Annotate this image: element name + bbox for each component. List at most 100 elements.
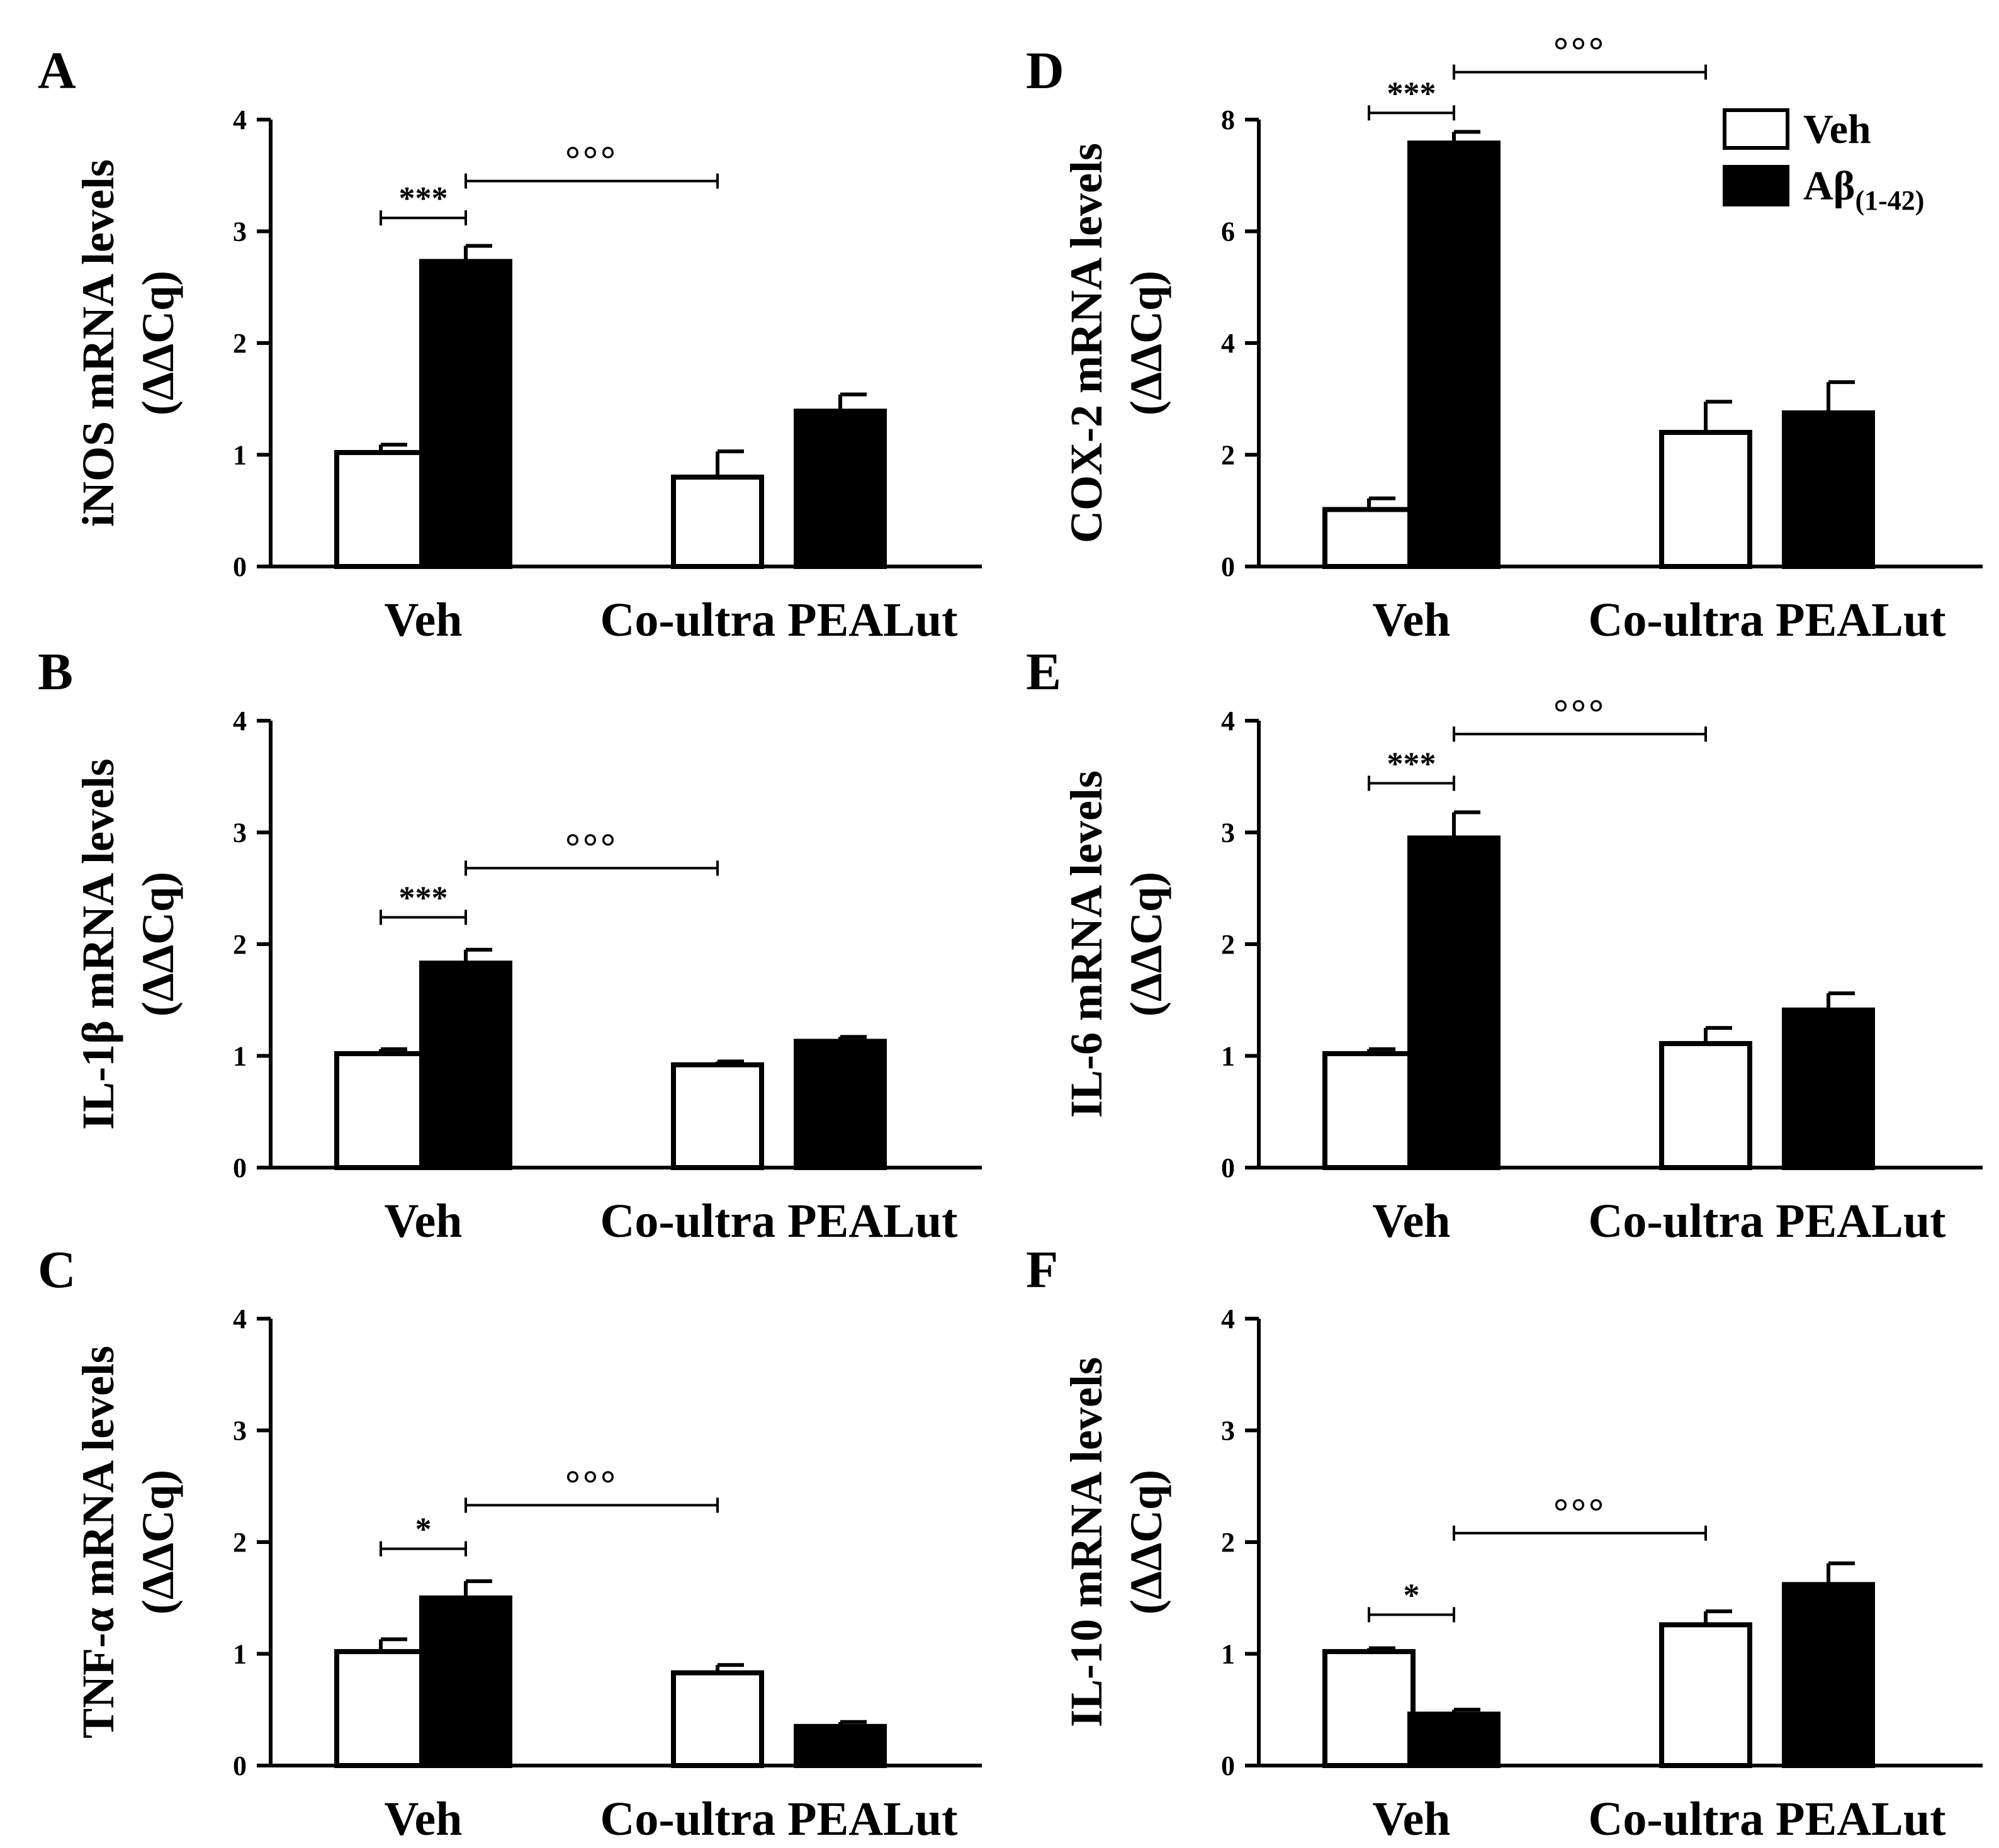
panel-b-bar-abeta-1 <box>419 961 512 1171</box>
panel-d-ytick-label: 6 <box>1221 217 1235 247</box>
panel-e-ytick-label: 2 <box>1221 929 1235 960</box>
panel-b-ytick-label: 0 <box>233 1152 247 1183</box>
panel-f-significance-label: °°° <box>1553 1491 1606 1533</box>
panel-f-bar-abeta-2 <box>1782 1582 1875 1768</box>
panel-c-significance-label: * <box>415 1512 432 1548</box>
panel-c-ytick-label: 3 <box>233 1416 247 1446</box>
panel-c-ylabel-unit: (ΔΔCq) <box>133 1470 183 1614</box>
panel-c-significance-label: °°° <box>565 1463 618 1504</box>
panel-c-ylabel: TNF-α mRNA levels <box>73 1346 123 1738</box>
panel-c-ytick-label: 4 <box>233 1304 247 1334</box>
panel-f-ytick-label: 3 <box>1221 1416 1235 1446</box>
panel-e-significance-label: *** <box>1387 746 1436 782</box>
panel-a-ytick-label: 3 <box>233 217 247 247</box>
panel-d-ylabel: COX-2 mRNA levels <box>1061 143 1112 543</box>
legend-label-veh: Veh <box>1803 106 1871 152</box>
panel-f-bar-veh-2 <box>1659 1622 1752 1769</box>
panel-c-xlabel-group-1: Veh <box>385 1793 463 1845</box>
panel-e-bar-abeta-2 <box>1782 1007 1875 1170</box>
panel-e-bar-veh-2 <box>1659 1040 1752 1170</box>
panel-d-bar-veh-2 <box>1659 430 1752 569</box>
panel-d-bar-veh-1 <box>1322 507 1416 569</box>
panel-e-letter: E <box>1026 643 1061 701</box>
panel-d-xlabel-group-2: Co-ultra PEALut <box>1589 594 1946 646</box>
panel-e-ytick-label: 0 <box>1221 1152 1235 1183</box>
panel-b-ytick-label: 3 <box>233 818 247 848</box>
panel-a-ylabel-unit: (ΔΔCq) <box>133 271 183 415</box>
panel-c-bar-abeta-1 <box>419 1595 512 1768</box>
panel-a-ytick-label: 0 <box>233 551 247 582</box>
panel-d-xlabel-group-1: Veh <box>1373 594 1451 646</box>
panel-c-ytick-label: 0 <box>233 1750 247 1781</box>
panel-a-ytick-label: 2 <box>233 328 247 359</box>
panel-e-xlabel-group-1: Veh <box>1373 1195 1451 1248</box>
panel-e-ylabel: IL-6 mRNA levels <box>1061 770 1112 1118</box>
panel-f-ytick-label: 2 <box>1221 1527 1235 1558</box>
panel-f-letter: F <box>1026 1241 1058 1299</box>
panel-a-bar-veh-2 <box>671 475 764 569</box>
panel-b-ylabel: IL-1β mRNA levels <box>73 758 123 1130</box>
panel-e-xlabel-group-2: Co-ultra PEALut <box>1589 1195 1946 1248</box>
panel-e-ytick-label: 1 <box>1221 1041 1235 1072</box>
panel-e-bar-veh-1 <box>1322 1051 1416 1170</box>
legend-swatch-abeta <box>1723 165 1789 206</box>
panel-e-ylabel-unit: (ΔΔCq) <box>1121 872 1171 1017</box>
panel-b-ytick-label: 1 <box>233 1041 247 1072</box>
panel-e-ytick-label: 3 <box>1221 818 1235 848</box>
panel-d-bar-abeta-2 <box>1782 410 1875 569</box>
panel-a-bar-abeta-2 <box>794 408 887 570</box>
panel-c-bar-abeta-2 <box>794 1723 887 1768</box>
panel-b-bar-veh-1 <box>334 1051 427 1170</box>
panel-f-significance-label: * <box>1404 1577 1420 1613</box>
panel-b-letter: B <box>38 643 73 701</box>
panel-d-ytick-label: 2 <box>1221 440 1235 471</box>
panel-d-ylabel-unit: (ΔΔCq) <box>1121 271 1171 415</box>
panel-d-significance-label: °°° <box>1553 30 1606 72</box>
panel-c-ytick-label: 1 <box>233 1639 247 1670</box>
legend-swatch-veh <box>1723 108 1789 150</box>
panel-a-letter: A <box>38 42 76 100</box>
panel-b-xlabel-group-2: Co-ultra PEALut <box>600 1195 958 1248</box>
panel-a-ytick-label: 4 <box>233 104 247 135</box>
panel-b-significance-label: °°° <box>565 826 618 867</box>
panel-d-ytick-label: 8 <box>1221 104 1235 135</box>
panel-a-ylabel: iNOS mRNA levels <box>73 159 123 527</box>
panel-c-bar-veh-1 <box>334 1648 427 1768</box>
panel-c-bar-veh-2 <box>671 1670 764 1769</box>
panel-b-xlabel-group-1: Veh <box>385 1195 463 1248</box>
panel-f-xlabel-group-1: Veh <box>1373 1793 1451 1845</box>
panel-a-xlabel-group-2: Co-ultra PEALut <box>600 594 958 646</box>
panel-f-ylabel: IL-10 mRNA levels <box>1061 1357 1112 1727</box>
panel-f-ytick-label: 0 <box>1221 1750 1235 1781</box>
panel-c-letter: C <box>38 1241 76 1299</box>
panel-e-bar-abeta-1 <box>1407 835 1501 1170</box>
panel-c-xlabel-group-2: Co-ultra PEALut <box>600 1793 958 1845</box>
panel-a-significance-label: *** <box>399 181 448 217</box>
panel-f-ylabel-unit: (ΔΔCq) <box>1121 1470 1171 1614</box>
panel-d-ytick-label: 0 <box>1221 551 1235 582</box>
panel-c-ytick-label: 2 <box>233 1527 247 1558</box>
panel-b-bar-abeta-2 <box>794 1039 887 1171</box>
panel-e-significance-label: °°° <box>1553 692 1606 733</box>
panel-d-significance-label: *** <box>1387 76 1436 111</box>
panel-a-xlabel-group-1: Veh <box>385 594 463 646</box>
panel-f-bar-abeta-1 <box>1407 1711 1501 1769</box>
panel-f-ytick-label: 4 <box>1221 1304 1235 1334</box>
panel-a-bar-abeta-1 <box>419 259 512 569</box>
panel-b-ytick-label: 4 <box>233 706 247 736</box>
panel-b-ytick-label: 2 <box>233 929 247 960</box>
panel-b-bar-veh-2 <box>671 1062 764 1170</box>
panel-a-bar-veh-1 <box>334 449 427 570</box>
panel-a-ytick-label: 1 <box>233 440 247 471</box>
panel-d-ytick-label: 4 <box>1221 328 1235 359</box>
panel-d-bar-abeta-1 <box>1407 140 1501 569</box>
panel-f-ytick-label: 1 <box>1221 1639 1235 1670</box>
panel-f-xlabel-group-2: Co-ultra PEALut <box>1589 1793 1946 1845</box>
panel-b-significance-label: *** <box>399 880 448 916</box>
panel-b-ylabel-unit: (ΔΔCq) <box>133 872 183 1017</box>
panel-a-significance-label: °°° <box>565 139 618 181</box>
panel-f-bar-veh-1 <box>1322 1648 1416 1768</box>
panel-e-ytick-label: 4 <box>1221 706 1235 736</box>
panel-d-letter: D <box>1026 42 1064 100</box>
